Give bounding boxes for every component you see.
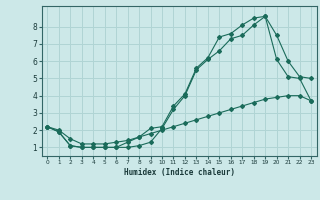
X-axis label: Humidex (Indice chaleur): Humidex (Indice chaleur)	[124, 168, 235, 177]
